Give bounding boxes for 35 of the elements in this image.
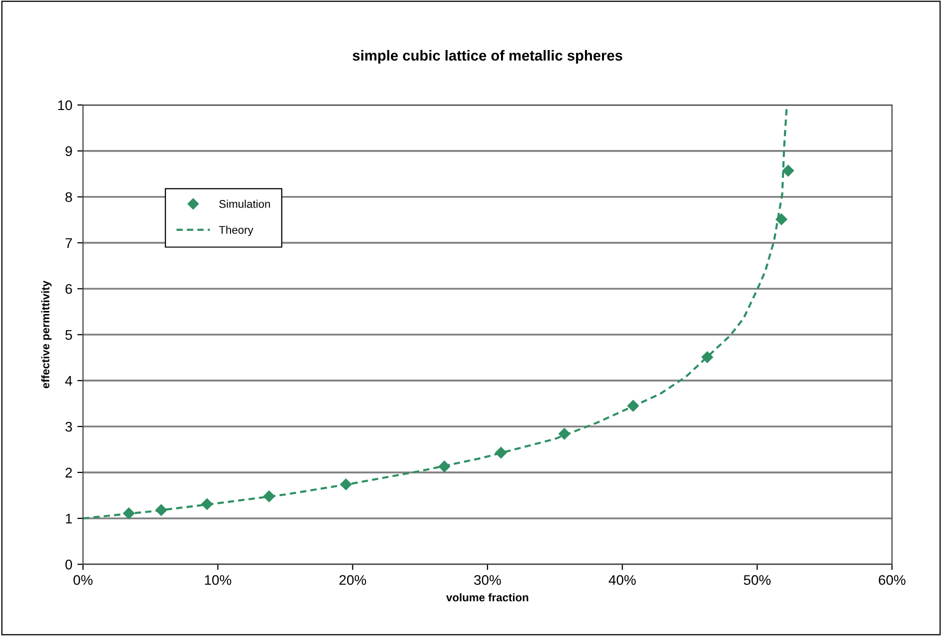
point (627, 400, 640, 412)
point (438, 460, 450, 473)
point (200, 498, 214, 510)
y-tick-label: 3 (65, 422, 72, 432)
point (263, 490, 276, 502)
y-tick-label: 5 (65, 330, 72, 340)
point (340, 478, 352, 490)
x-tick-label: 60% (878, 575, 906, 585)
x-axis-title: volume fraction (446, 593, 528, 602)
y-tick-label: 4 (65, 376, 72, 386)
point (155, 504, 168, 516)
y-tick-label: 8 (65, 192, 72, 202)
legend-label: Simulation (219, 200, 270, 208)
y-tick-label: 10 (58, 100, 72, 110)
y-tick-label: 1 (66, 514, 72, 524)
y-tick-label: 7 (66, 238, 72, 248)
x-tick-label: 20% (339, 575, 366, 585)
chart-title: simple cubic lattice of metallic spheres (352, 50, 622, 64)
point (701, 351, 714, 364)
y-tick-label: 2 (66, 468, 72, 478)
legend-label: Theory (218, 226, 254, 236)
x-tick-label: 30% (474, 575, 501, 585)
point (122, 507, 135, 520)
y-tick-label: 6 (66, 284, 72, 294)
point (558, 428, 570, 440)
point (494, 446, 508, 459)
x-tick-label: 40% (608, 575, 636, 585)
x-tick-label: 0% (74, 575, 93, 585)
point (775, 213, 788, 226)
x-tick-label: 50% (744, 575, 771, 585)
x-tick-label: 10% (204, 575, 232, 585)
point (782, 164, 794, 177)
y-axis-title: effective permittivity (41, 280, 52, 388)
y-tick-label: 0 (65, 560, 72, 570)
y-tick-label: 9 (66, 146, 72, 156)
